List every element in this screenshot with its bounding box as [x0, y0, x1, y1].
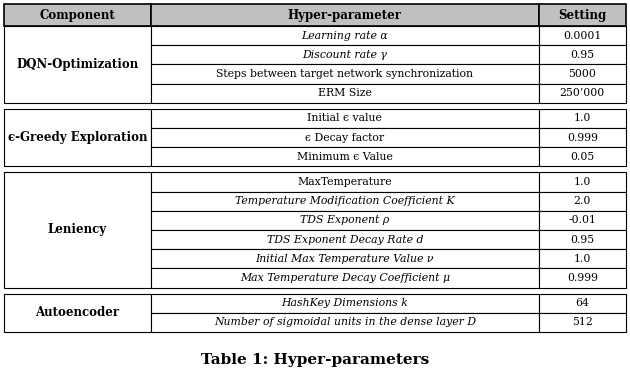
- Bar: [539, 192, 626, 211]
- Bar: [151, 64, 539, 84]
- Bar: [4, 26, 151, 103]
- Bar: [539, 26, 626, 45]
- Bar: [4, 172, 151, 288]
- Text: DQN-Optimization: DQN-Optimization: [16, 58, 139, 71]
- Text: 0.95: 0.95: [570, 50, 594, 60]
- Text: Initial ϵ value: Initial ϵ value: [307, 113, 382, 123]
- Text: 64: 64: [575, 298, 589, 308]
- Text: Minimum ϵ Value: Minimum ϵ Value: [297, 152, 392, 162]
- Bar: [4, 4, 151, 26]
- Bar: [539, 147, 626, 166]
- Bar: [151, 211, 539, 230]
- Text: 0.0001: 0.0001: [563, 31, 602, 40]
- Text: ϵ-Greedy Exploration: ϵ-Greedy Exploration: [8, 131, 147, 144]
- Bar: [151, 294, 539, 313]
- Text: Initial Max Temperature Value ν: Initial Max Temperature Value ν: [256, 254, 434, 264]
- Bar: [539, 268, 626, 288]
- Bar: [151, 172, 539, 192]
- Bar: [539, 45, 626, 64]
- Bar: [539, 4, 626, 26]
- Bar: [539, 64, 626, 84]
- Bar: [151, 84, 539, 103]
- Bar: [539, 211, 626, 230]
- Text: ϵ Decay factor: ϵ Decay factor: [306, 133, 384, 143]
- Text: Temperature Modification Coefficient K: Temperature Modification Coefficient K: [235, 196, 455, 206]
- Bar: [151, 230, 539, 249]
- Bar: [4, 294, 151, 332]
- Text: 5000: 5000: [568, 69, 596, 79]
- Text: 0.999: 0.999: [567, 133, 598, 143]
- Text: Component: Component: [40, 8, 115, 22]
- Bar: [151, 313, 539, 332]
- Text: 512: 512: [572, 318, 593, 327]
- Text: Leniency: Leniency: [48, 223, 107, 237]
- Text: 250’000: 250’000: [559, 88, 605, 98]
- Text: 1.0: 1.0: [573, 177, 591, 187]
- Text: 0.05: 0.05: [570, 152, 595, 162]
- Bar: [151, 147, 539, 166]
- Text: TDS Exponent ρ: TDS Exponent ρ: [300, 215, 389, 225]
- Text: Max Temperature Decay Coefficient μ: Max Temperature Decay Coefficient μ: [240, 273, 450, 283]
- Text: Setting: Setting: [558, 8, 607, 22]
- Text: Autoencoder: Autoencoder: [35, 306, 120, 319]
- Text: Table 1: Hyper-parameters: Table 1: Hyper-parameters: [201, 353, 429, 367]
- Bar: [539, 230, 626, 249]
- Bar: [539, 249, 626, 268]
- Text: 1.0: 1.0: [573, 113, 591, 123]
- Bar: [4, 109, 151, 166]
- Text: -0.01: -0.01: [568, 215, 596, 225]
- Text: Steps between target network synchronization: Steps between target network synchroniza…: [216, 69, 473, 79]
- Text: Number of sigmoidal units in the dense layer D: Number of sigmoidal units in the dense l…: [214, 318, 476, 327]
- Bar: [151, 268, 539, 288]
- Text: 0.95: 0.95: [570, 235, 594, 245]
- Bar: [151, 4, 539, 26]
- Bar: [539, 84, 626, 103]
- Bar: [539, 313, 626, 332]
- Bar: [539, 294, 626, 313]
- Bar: [151, 192, 539, 211]
- Bar: [539, 172, 626, 192]
- Bar: [151, 26, 539, 45]
- Text: TDS Exponent Decay Rate d: TDS Exponent Decay Rate d: [266, 235, 423, 245]
- Text: Learning rate α: Learning rate α: [301, 31, 388, 40]
- Bar: [151, 109, 539, 128]
- Bar: [151, 249, 539, 268]
- Text: MaxTemperature: MaxTemperature: [297, 177, 392, 187]
- Bar: [151, 128, 539, 147]
- Text: ERM Size: ERM Size: [318, 88, 372, 98]
- Bar: [539, 109, 626, 128]
- Text: 1.0: 1.0: [573, 254, 591, 264]
- Text: Discount rate γ: Discount rate γ: [302, 50, 387, 60]
- Text: Hyper-parameter: Hyper-parameter: [288, 8, 402, 22]
- Bar: [151, 45, 539, 64]
- Text: HashKey Dimensions k: HashKey Dimensions k: [282, 298, 408, 308]
- Text: 0.999: 0.999: [567, 273, 598, 283]
- Text: 2.0: 2.0: [573, 196, 591, 206]
- Bar: [539, 128, 626, 147]
